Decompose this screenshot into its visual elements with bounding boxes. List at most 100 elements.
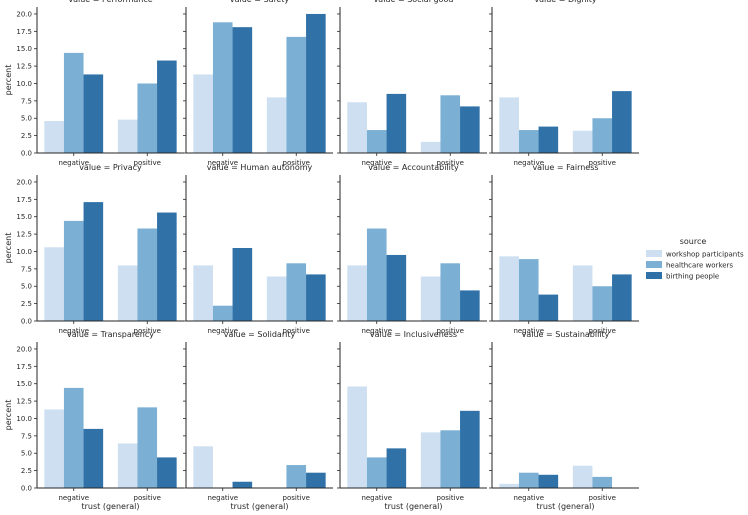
panel-title: value = Safety [230,0,289,4]
bar [612,91,632,153]
panel-title: value = Social good [374,0,454,4]
y-tick-label: 17.5 [16,363,32,371]
bar [386,93,407,153]
panel-title: value = Performance [68,0,152,4]
bar [572,465,593,488]
bar [518,130,539,153]
panel-title: value = Transparency [67,330,154,339]
x-tick-label: negative [58,494,89,502]
y-tick-label: 20.0 [16,10,32,18]
bar [420,276,441,321]
bar [366,457,387,488]
bar [193,446,213,488]
bar [117,265,138,321]
legend-swatch [646,261,662,268]
x-tick-label: negative [361,494,392,502]
bar [232,27,253,153]
x-tick-label: positive [134,494,161,502]
panel-title: value = Human autonomy [207,163,313,172]
y-tick-label: 7.5 [21,97,32,105]
y-tick-label: 15.0 [16,45,32,53]
legend-swatch [646,272,662,279]
bar [460,290,480,321]
bar [44,121,64,153]
bar [440,95,461,153]
bar [212,305,233,321]
bar [63,220,84,321]
bar [538,474,559,488]
y-tick-label: 20.0 [16,345,32,353]
bar [232,248,253,321]
bar [63,387,84,488]
bar [83,202,104,321]
panel-title: value = Dignity [534,0,597,4]
y-tick-label: 15.0 [16,213,32,221]
bar [572,130,593,153]
bar [157,60,177,153]
x-tick-label: negative [513,327,544,335]
bar [212,22,233,153]
x-tick-label: positive [589,494,616,502]
x-tick-label: positive [437,159,464,167]
bar [286,36,307,153]
bar [193,74,213,153]
bar [117,443,138,488]
bar [286,263,307,321]
y-tick-label: 15.0 [16,380,32,388]
legend-title: source [680,237,707,246]
bar [266,276,287,321]
bar [193,265,213,321]
legend-swatch [646,250,662,257]
bar [306,274,326,321]
panel-title: value = Inclusiveness [370,330,457,339]
bar [592,118,613,153]
x-tick-label: positive [134,327,161,335]
bar [386,254,407,321]
panel-title: value = Fairness [532,163,598,172]
bar [137,407,158,488]
bar [420,141,441,153]
y-tick-label: 17.5 [16,196,32,204]
panel-title: value = Accountability [368,163,459,172]
bar [63,52,84,153]
bar [306,13,326,154]
x-tick-label: positive [134,159,161,167]
x-tick-label: negative [58,327,89,335]
bar [347,386,367,488]
bar [538,294,559,321]
x-tick-label: negative [361,159,392,167]
bar [366,228,387,321]
bar [347,265,367,321]
x-tick-label: positive [437,327,464,335]
x-axis-label: trust (general) [231,502,289,511]
y-tick-label: 0.0 [21,318,32,326]
x-tick-label: negative [513,494,544,502]
bar [347,102,367,153]
y-tick-label: 12.5 [16,231,32,239]
x-tick-label: positive [283,327,310,335]
y-tick-label: 12.5 [16,398,32,406]
x-tick-label: positive [589,327,616,335]
x-tick-label: positive [589,159,616,167]
x-tick-label: negative [361,327,392,335]
x-tick-label: negative [207,494,238,502]
y-axis-label: percent [4,400,13,431]
bar [499,97,519,153]
bar [386,448,407,488]
bar [592,476,613,488]
x-tick-label: negative [513,159,544,167]
x-tick-label: positive [283,159,310,167]
y-tick-label: 10.0 [16,415,32,423]
y-tick-label: 5.0 [21,450,32,458]
bar [44,247,64,321]
y-tick-label: 2.5 [21,132,32,140]
y-tick-label: 10.0 [16,248,32,256]
bar [137,228,158,321]
bar [157,457,177,488]
legend-label: birthing people [666,273,719,281]
y-tick-label: 7.5 [21,265,32,273]
bar [499,256,519,321]
panel-title: value = Sustainability [522,330,610,339]
x-axis-label: trust (general) [537,502,595,511]
legend-label: healthcare workers [666,262,733,270]
